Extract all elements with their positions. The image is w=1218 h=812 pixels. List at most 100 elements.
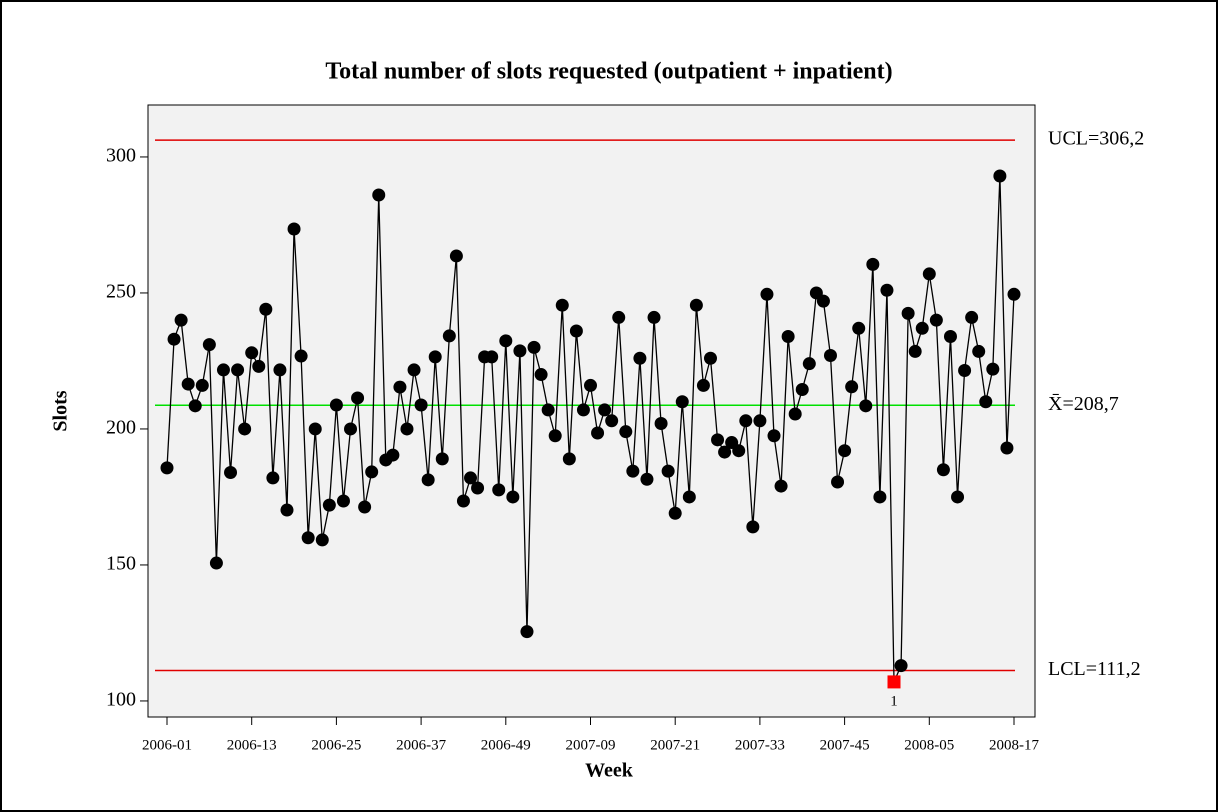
y-tick-label: 200: [106, 417, 136, 439]
chart-title: Total number of slots requested (outpati…: [325, 59, 892, 85]
x-tick-label: 2006-13: [227, 737, 277, 753]
point: [358, 500, 372, 514]
point: [682, 490, 696, 504]
point: [831, 475, 845, 489]
point: [555, 298, 569, 312]
point: [767, 429, 781, 443]
point: [901, 306, 915, 320]
point: [400, 422, 414, 436]
point: [774, 479, 788, 493]
point: [943, 329, 957, 343]
point: [259, 302, 273, 316]
point: [654, 417, 668, 431]
point: [344, 422, 358, 436]
point: [993, 169, 1007, 183]
point: [598, 403, 612, 417]
point: [231, 363, 245, 377]
point: [859, 399, 873, 413]
point: [668, 506, 682, 520]
point: [894, 659, 908, 673]
point: [986, 362, 1000, 376]
point: [266, 471, 280, 485]
point: [195, 378, 209, 392]
point: [294, 349, 308, 363]
point: [965, 310, 979, 324]
point: [216, 363, 230, 377]
point: [795, 383, 809, 397]
point: [329, 398, 343, 412]
point: [781, 329, 795, 343]
point: [181, 377, 195, 391]
point: [301, 531, 315, 545]
x-tick-label: 2007-33: [735, 737, 785, 753]
x-tick-label: 2008-17: [989, 737, 1039, 753]
point: [612, 310, 626, 324]
point: [619, 425, 633, 439]
point: [322, 498, 336, 512]
point: [979, 395, 993, 409]
point: [548, 429, 562, 443]
point: [506, 490, 520, 504]
point: [273, 363, 287, 377]
point: [576, 403, 590, 417]
point: [626, 464, 640, 478]
point: [569, 324, 583, 338]
point: [393, 380, 407, 394]
point: [449, 249, 463, 263]
point: [520, 625, 534, 639]
x-tick-label: 2006-25: [311, 737, 361, 753]
point: [167, 332, 181, 346]
point: [238, 422, 252, 436]
point: [442, 329, 456, 343]
x-tick-label: 2007-09: [566, 737, 616, 753]
point: [951, 490, 965, 504]
y-tick-label: 100: [106, 689, 136, 711]
point: [647, 310, 661, 324]
point: [908, 344, 922, 358]
point: [351, 391, 365, 405]
point: [739, 414, 753, 428]
point: [788, 407, 802, 421]
point: [188, 399, 202, 413]
plot-area: [147, 104, 1036, 718]
point: [845, 380, 859, 394]
point: [209, 556, 223, 570]
control-limit-label: LCL=111,2: [1048, 658, 1141, 680]
point: [972, 344, 986, 358]
point: [471, 481, 485, 495]
control-limit-label: UCL=306,2: [1048, 128, 1144, 150]
point: [492, 483, 506, 497]
point: [527, 340, 541, 354]
point: [174, 313, 188, 327]
x-tick-label: 2006-49: [481, 737, 531, 753]
point: [880, 283, 894, 297]
point: [866, 257, 880, 271]
point: [252, 359, 266, 373]
point: [421, 473, 435, 487]
x-axis-label: Week: [585, 760, 634, 782]
point: [435, 452, 449, 466]
y-tick-label: 150: [106, 553, 136, 575]
point: [485, 350, 499, 364]
point: [922, 267, 936, 281]
y-tick-label: 250: [106, 281, 136, 303]
point: [760, 287, 774, 301]
point: [823, 349, 837, 363]
point: [1000, 441, 1014, 455]
point: [1007, 287, 1021, 301]
point: [287, 222, 301, 236]
point: [464, 471, 478, 485]
point: [703, 351, 717, 365]
point: [852, 321, 866, 335]
point: [160, 461, 174, 475]
point: [407, 363, 421, 377]
point: [202, 338, 216, 352]
point: [245, 346, 259, 360]
point: [562, 452, 576, 466]
x-tick-label: 2007-21: [650, 737, 700, 753]
point: [746, 520, 760, 534]
point: [816, 294, 830, 308]
point: [591, 426, 605, 440]
x-tick-label: 2008-05: [904, 737, 954, 753]
